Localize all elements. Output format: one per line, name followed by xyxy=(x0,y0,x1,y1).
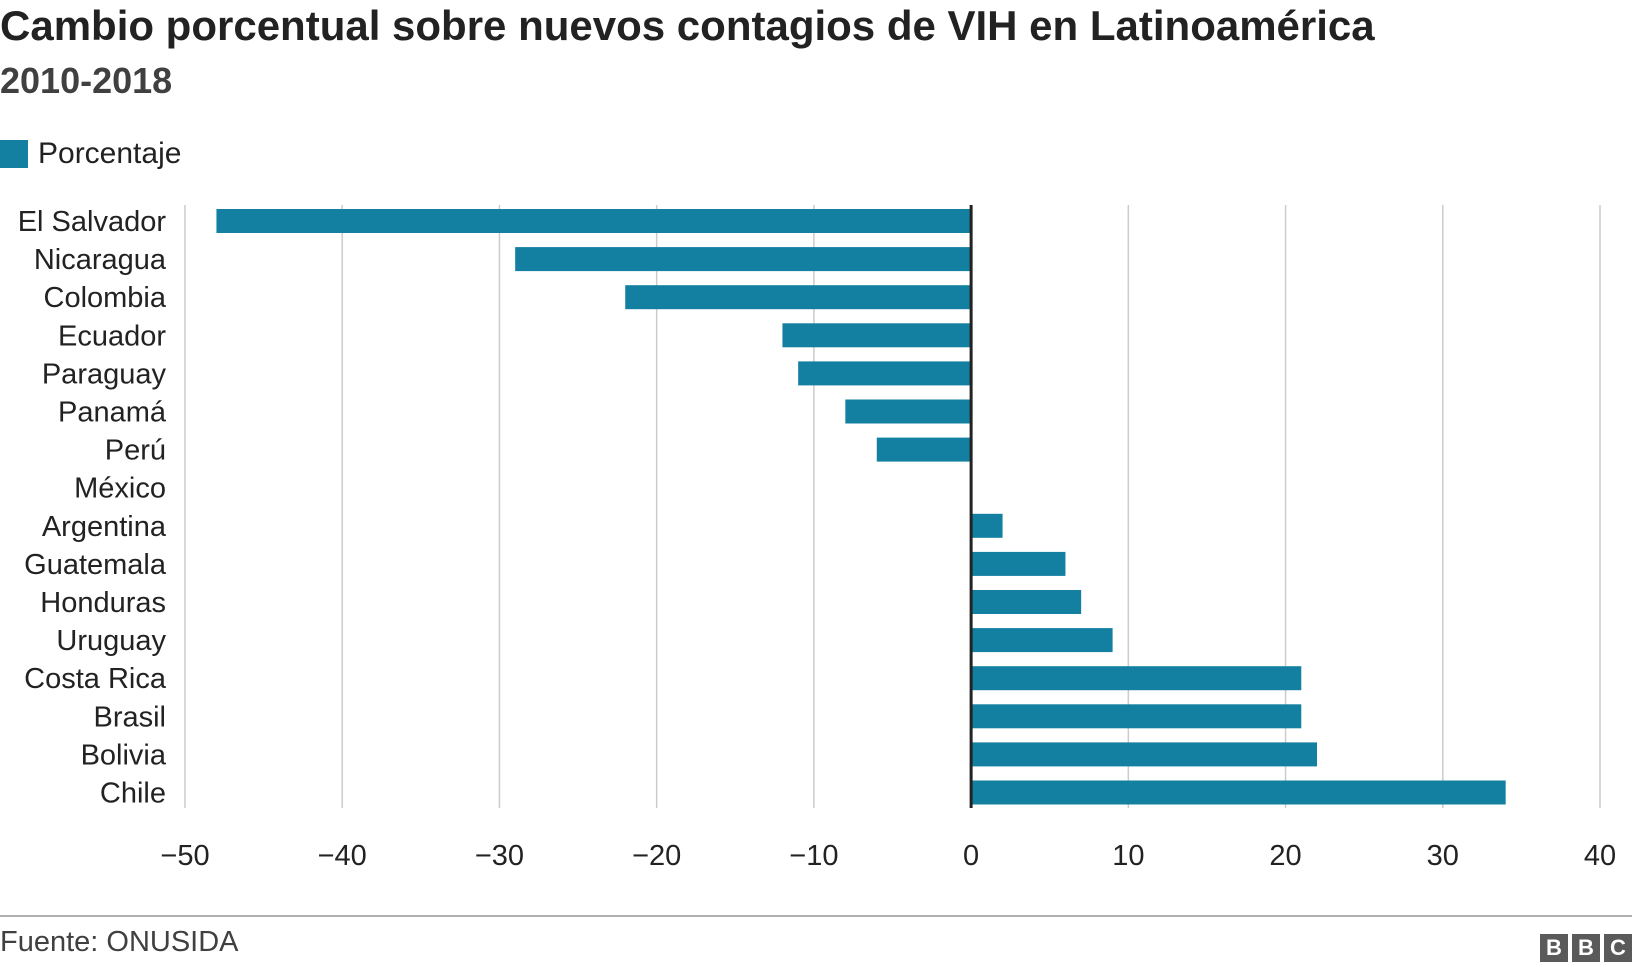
bar xyxy=(971,513,1003,538)
x-tick-label: 0 xyxy=(963,840,979,872)
x-tick-label: −40 xyxy=(318,840,367,872)
bar xyxy=(971,780,1506,805)
chart-title: Cambio porcentual sobre nuevos contagios… xyxy=(0,2,1375,49)
category-label: México xyxy=(74,473,166,505)
legend-swatch xyxy=(0,140,28,168)
category-label: Chile xyxy=(100,778,166,810)
bar xyxy=(971,628,1113,653)
x-tick-label: −30 xyxy=(475,840,524,872)
bar xyxy=(971,551,1066,576)
category-label: Argentina xyxy=(42,511,167,543)
legend: Porcentaje xyxy=(0,136,181,172)
gridlines xyxy=(184,205,1601,808)
bar-chart: El Salvador Nicaragua Colombia Ecuador Parag… xyxy=(18,205,1616,872)
bar xyxy=(971,590,1082,614)
bar xyxy=(845,399,972,424)
category-label: Honduras xyxy=(40,587,166,619)
bar xyxy=(625,285,972,310)
source-note: Fuente: ONUSIDA xyxy=(0,926,239,958)
category-label: Uruguay xyxy=(56,625,166,657)
x-tick-label: 40 xyxy=(1584,840,1616,872)
bar xyxy=(782,323,972,348)
x-tick-label: −10 xyxy=(789,840,838,872)
category-label: El Salvador xyxy=(18,206,167,238)
bar xyxy=(971,704,1302,729)
chart-subtitle: 2010-2018 xyxy=(0,60,173,101)
x-tick-label: −20 xyxy=(632,840,681,872)
category-label: Brasil xyxy=(93,701,166,733)
category-labels: El Salvador Nicaragua Colombia Ecuador Parag… xyxy=(18,206,167,810)
footer-divider xyxy=(0,915,1632,917)
bar xyxy=(876,437,972,462)
x-tick-label: −50 xyxy=(160,840,209,872)
x-tick-label: 20 xyxy=(1269,840,1301,872)
bars xyxy=(216,209,1506,805)
x-tick-label: 10 xyxy=(1112,840,1144,872)
category-label: Panamá xyxy=(58,397,167,429)
legend-label: Porcentaje xyxy=(38,137,182,170)
bar xyxy=(216,209,972,233)
category-label: Bolivia xyxy=(81,739,167,771)
bar xyxy=(798,361,972,386)
category-label: Ecuador xyxy=(58,320,166,352)
category-label: Costa Rica xyxy=(24,663,167,695)
category-label: Nicaragua xyxy=(34,244,167,276)
category-label: Paraguay xyxy=(42,358,167,390)
bar xyxy=(515,247,972,272)
x-tick-label: 30 xyxy=(1427,840,1459,872)
bar xyxy=(971,666,1302,691)
bbc-logo-letter: C xyxy=(1604,934,1632,962)
bbc-logo-letter: B xyxy=(1540,934,1568,962)
category-label: Perú xyxy=(105,435,166,467)
bbc-logo-letter: B xyxy=(1572,934,1600,962)
bbc-logo: B B C xyxy=(1540,934,1632,962)
category-label: Guatemala xyxy=(24,549,167,581)
category-label: Colombia xyxy=(44,282,167,314)
bar xyxy=(971,742,1317,767)
x-tick-labels: −50 −40 −30 −20 −10 0 10 20 30 40 xyxy=(160,840,1616,872)
